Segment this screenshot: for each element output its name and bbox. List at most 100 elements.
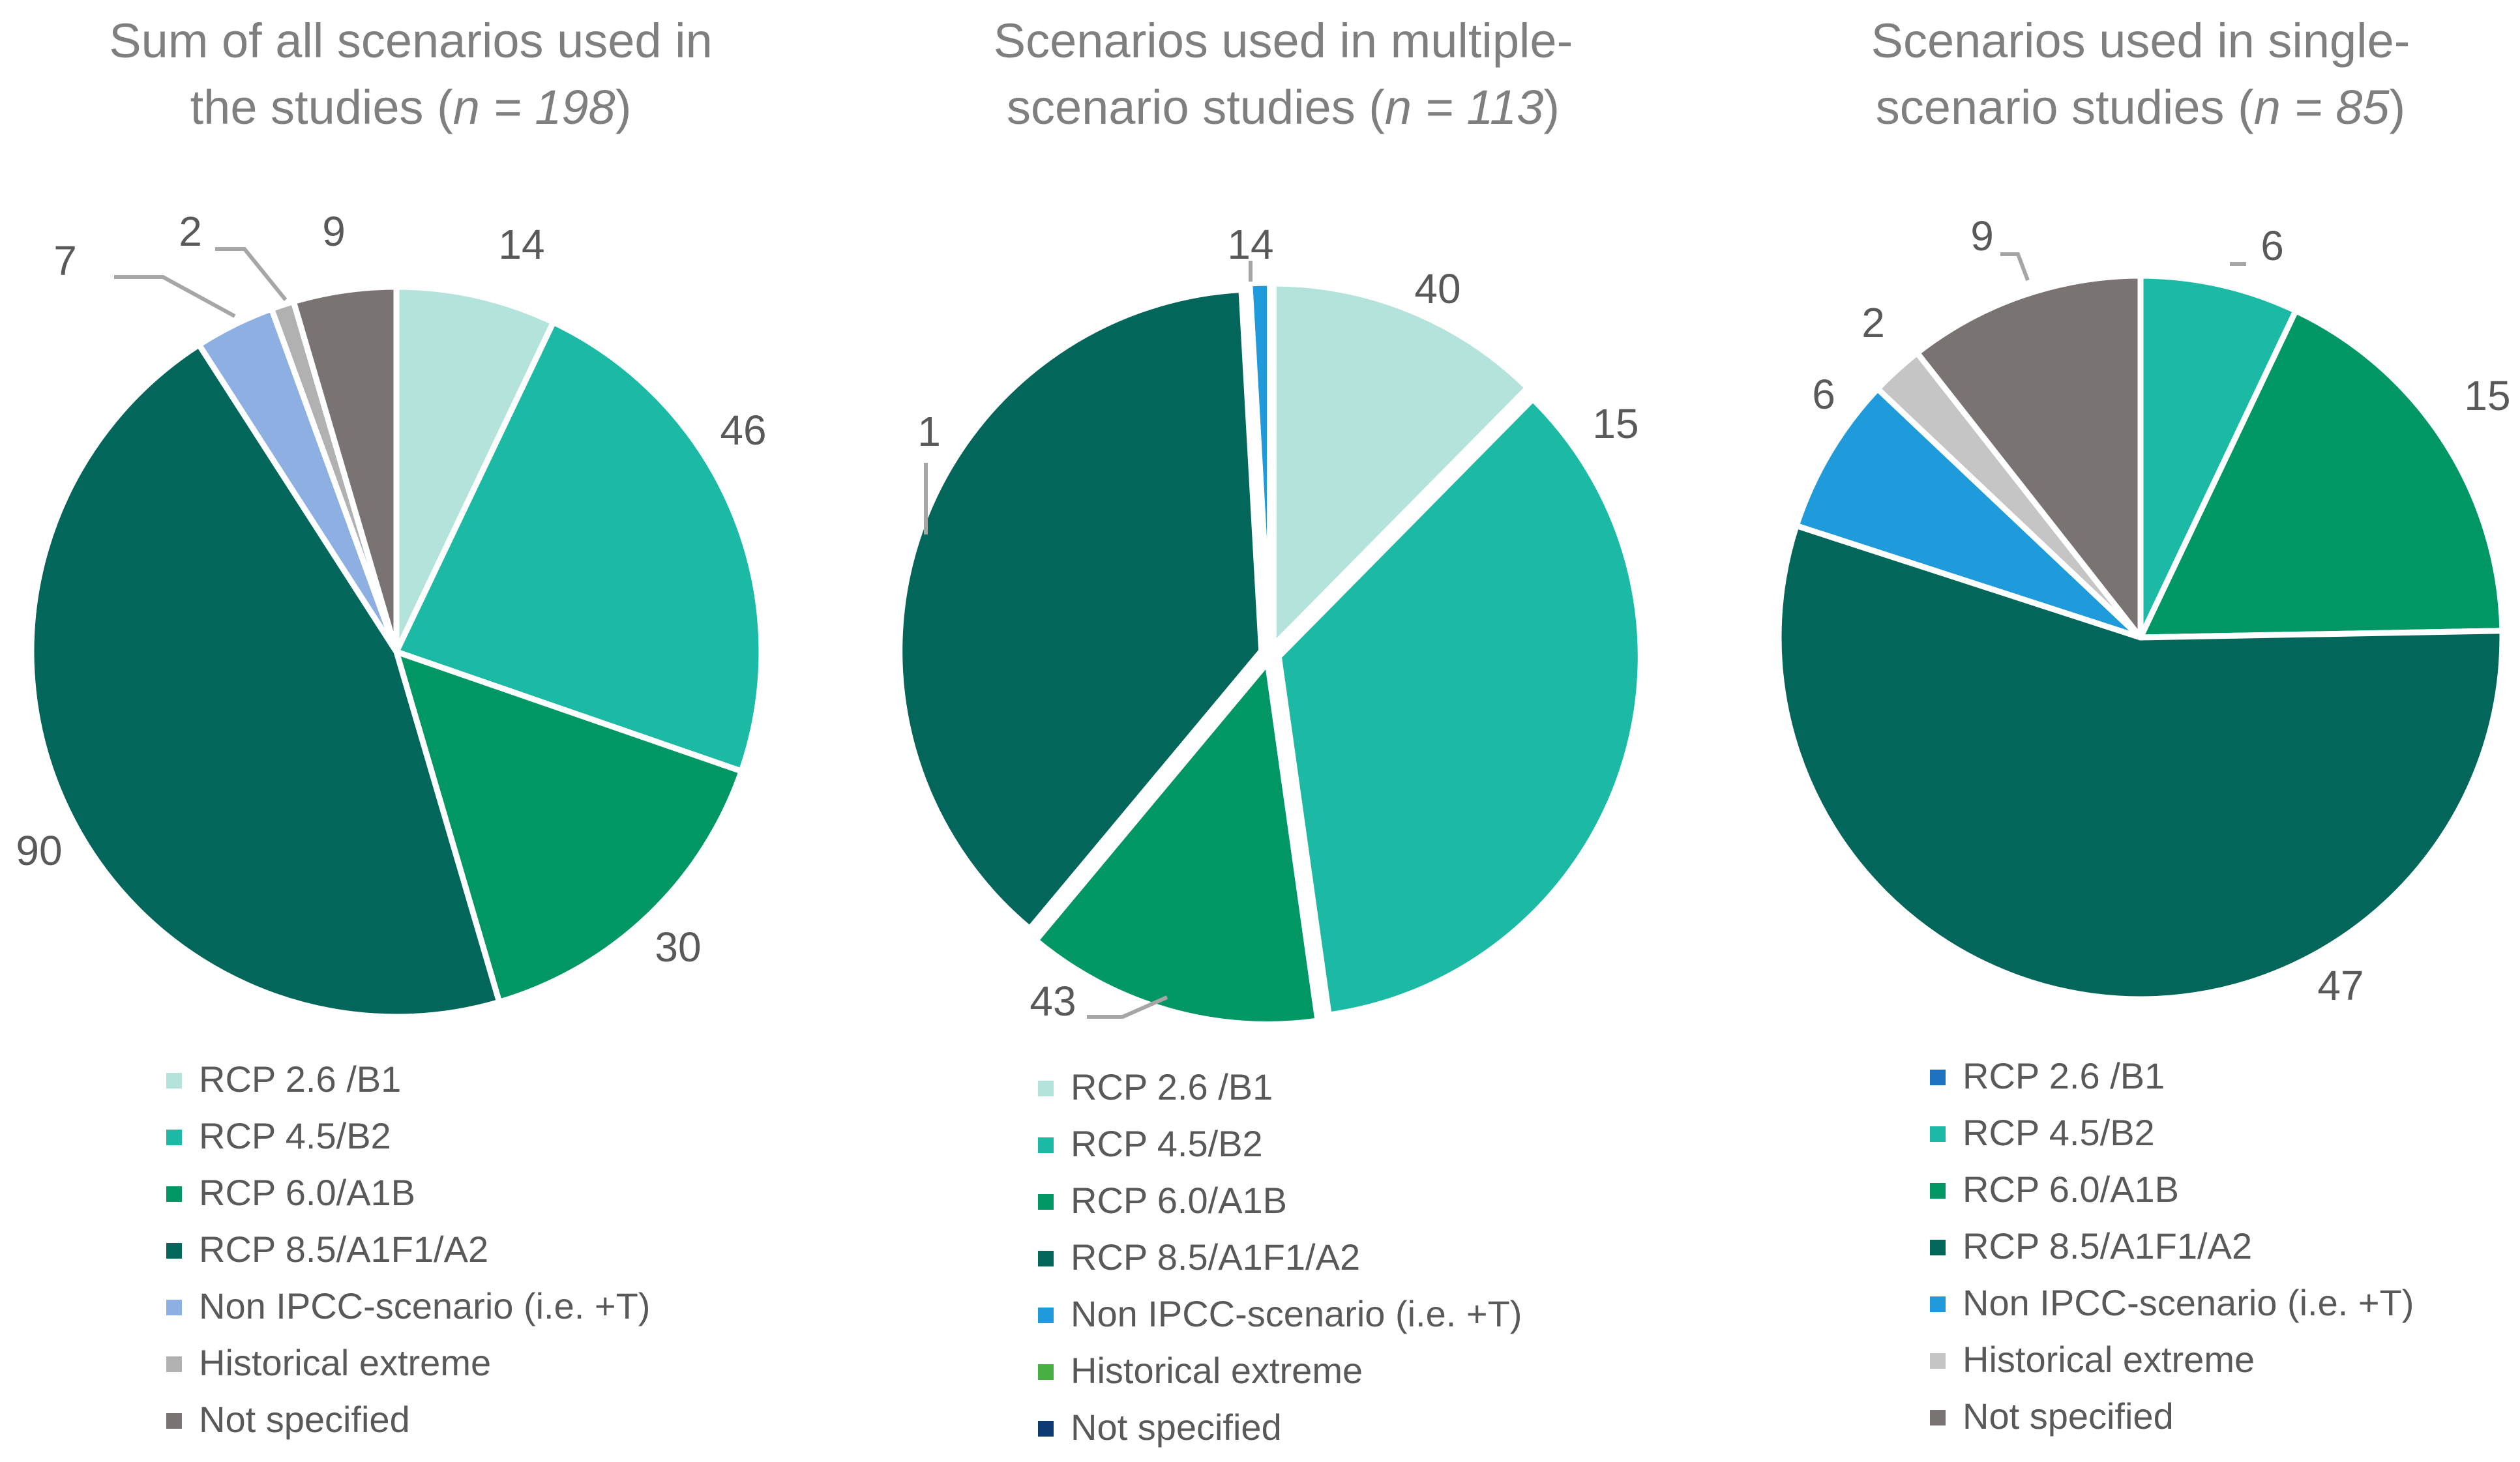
data-label: 30 [655, 924, 701, 971]
data-label: 47 [2317, 962, 2364, 1009]
chart-title-line-1: Scenarios used in single- [1871, 14, 2410, 68]
legend: RCP 2.6 /B1 RCP 4.5/B2 RCP 6.0/A1B RCP 8.5/… [166, 1059, 650, 1440]
leader-line [2000, 252, 2030, 282]
pie-slice [1914, 272, 2144, 641]
legend-swatch [166, 1243, 182, 1259]
legend-swatch [1930, 1183, 1946, 1199]
legend-label: Not specified [1071, 1407, 1282, 1448]
legend-label: RCP 6.0/A1B [1071, 1180, 1287, 1221]
legend-swatch [1038, 1194, 1054, 1210]
pie-chart-2: Scenarios used in multiple-scenario stud… [897, 14, 1644, 1448]
legend-label: Historical extreme [1963, 1339, 2255, 1380]
pie-slice [393, 649, 745, 1005]
leader-line [114, 275, 236, 318]
legend-label: RCP 4.5/B2 [1071, 1123, 1263, 1164]
data-label: 6 [1812, 371, 1835, 418]
legend-label: Non IPCC-scenario (i.e. +T) [199, 1285, 650, 1326]
leader-line [1087, 995, 1168, 1019]
legend-label: Historical extreme [1071, 1350, 1363, 1391]
pie-chart-3: Scenarios used in single-scenario studie… [1775, 14, 2511, 1437]
legend-swatch [166, 1186, 182, 1202]
legend-label: RCP 4.5/B2 [1963, 1112, 2155, 1153]
legend-swatch [1038, 1308, 1054, 1323]
chart-title-line-2: scenario studies (n = 85) [1876, 80, 2405, 134]
pie-slice [28, 342, 503, 1020]
leader-line [215, 247, 288, 301]
legend: RCP 2.6 /B1 RCP 4.5/B2 RCP 6.0/A1B RCP 8.5/… [1930, 1055, 2414, 1437]
pie-slice [1775, 523, 2506, 1002]
data-label: 14 [498, 221, 544, 268]
legend-swatch [1930, 1296, 1946, 1312]
data-label: 2 [1861, 299, 1885, 346]
chart-title-suffix: ) [1543, 80, 1560, 134]
data-label: 1 [917, 408, 941, 455]
legend-swatch [1038, 1364, 1054, 1380]
pie-slice [393, 284, 557, 655]
legend-label: RCP 2.6 /B1 [1071, 1066, 1273, 1107]
pie-slice [1033, 659, 1321, 1027]
pie-slice [1270, 280, 1531, 649]
data-label: 15 [2464, 372, 2510, 419]
data-label: 6 [2261, 222, 2284, 269]
chart-title-n: n = 113 [1385, 80, 1543, 134]
data-label: 46 [720, 407, 766, 454]
pie-slice [897, 286, 1265, 932]
legend-label: Historical extreme [199, 1342, 491, 1383]
pie-slice [1247, 280, 1273, 648]
data-label: 2 [179, 208, 202, 255]
legend-label: RCP 2.6 /B1 [1963, 1055, 2165, 1096]
chart-title-line-1: Sum of all scenarios used in [109, 14, 712, 68]
data-label: 9 [322, 208, 346, 255]
chart-title-line-2: scenario studies (n = 113) [1007, 80, 1560, 134]
data-label: 14 [1227, 221, 1273, 268]
legend-swatch [166, 1356, 182, 1372]
legend-label: Non IPCC-scenario (i.e. +T) [1071, 1293, 1522, 1334]
chart-title-suffix: ) [615, 80, 632, 134]
legend-label: RCP 8.5/A1F1/A2 [1963, 1225, 2252, 1266]
chart-title-text: the studies ( [190, 80, 453, 134]
legend-label: RCP 6.0/A1B [199, 1172, 415, 1213]
legend-swatch [166, 1130, 182, 1145]
legend-label: Not specified [199, 1399, 410, 1440]
legend-swatch [1930, 1126, 1946, 1142]
legend-swatch [1038, 1081, 1054, 1096]
pie-slice [2137, 308, 2506, 641]
legend-swatch [1038, 1421, 1054, 1437]
data-label: 43 [1030, 978, 1076, 1025]
pie-slice [2137, 272, 2299, 641]
legend: RCP 2.6 /B1 RCP 4.5/B2 RCP 6.0/A1B RCP 8.5/… [1038, 1066, 1522, 1448]
legend-label: RCP 8.5/A1F1/A2 [1071, 1236, 1360, 1278]
legend-swatch [1930, 1070, 1946, 1085]
legend-label: RCP 4.5/B2 [199, 1115, 391, 1156]
legend-label: RCP 2.6 /B1 [199, 1059, 401, 1100]
legend-swatch [1930, 1410, 1946, 1425]
data-label: 15 [1592, 400, 1638, 447]
legend-swatch [166, 1300, 182, 1315]
pie-slice [1275, 396, 1644, 1018]
legend-swatch [1038, 1251, 1054, 1266]
pie-slice [290, 284, 400, 655]
legend-label: RCP 6.0/A1B [1963, 1169, 2179, 1210]
chart-title-text: scenario studies ( [1876, 80, 2254, 134]
legend-label: Non IPCC-scenario (i.e. +T) [1963, 1282, 2414, 1323]
legend-swatch [166, 1413, 182, 1429]
chart-title-suffix: ) [2390, 80, 2406, 134]
data-label: 9 [1970, 212, 1994, 259]
legend-swatch [166, 1073, 182, 1089]
legend-swatch [1930, 1353, 1946, 1369]
pie-slice [393, 319, 765, 774]
chart-title-line-2: the studies (n = 198) [190, 80, 632, 134]
data-label: 7 [53, 237, 77, 284]
data-label: 40 [1414, 265, 1460, 312]
data-label: 90 [16, 827, 62, 874]
chart-title-line-1: Scenarios used in multiple- [994, 14, 1573, 68]
legend-swatch [1930, 1240, 1946, 1255]
legend-label: Not specified [1963, 1396, 2174, 1437]
chart-title-text: scenario studies ( [1007, 80, 1385, 134]
legend-label: RCP 8.5/A1F1/A2 [199, 1229, 488, 1270]
pie-chart-1: Sum of all scenarios used in the studies … [16, 14, 766, 1440]
chart-title-n: n = 198 [453, 80, 615, 134]
pie-slice [1793, 386, 2144, 641]
chart-title-n: n = 85 [2254, 80, 2390, 134]
